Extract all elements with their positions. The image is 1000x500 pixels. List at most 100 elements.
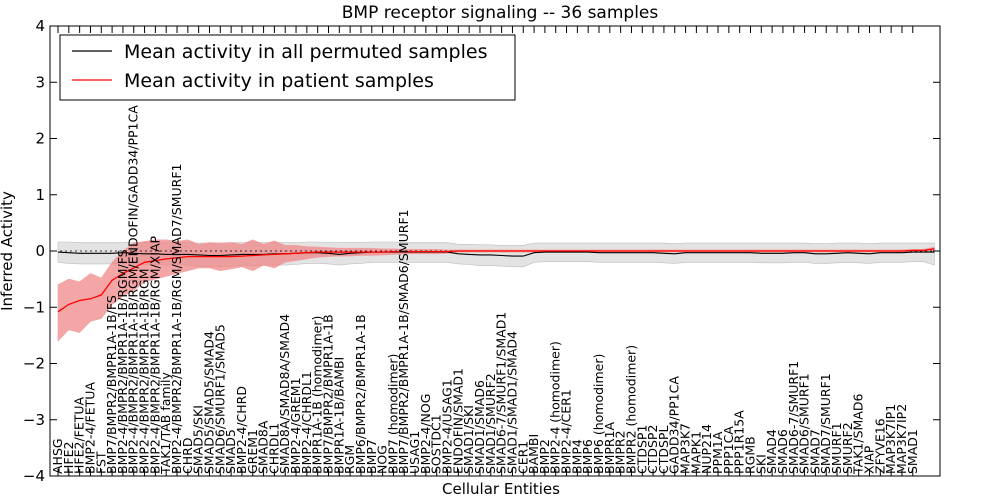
category-label: MAP3K7 bbox=[678, 423, 693, 474]
y-tick-label: 0 bbox=[35, 242, 45, 260]
category-label: BMP2-4/USAG1 bbox=[440, 379, 455, 474]
category-label: BMPR2 (homodimer) bbox=[624, 345, 639, 474]
patient-band-layer bbox=[57, 239, 935, 342]
category-label: SMAD1/SMAD6 bbox=[472, 380, 487, 474]
category-label: SMAD1 bbox=[905, 429, 920, 474]
y-tick-label: −1 bbox=[23, 298, 45, 316]
series-lines-layer bbox=[50, 248, 940, 313]
category-label: SMAD1/SKI bbox=[461, 405, 476, 474]
category-label: HFE2/FETUA bbox=[72, 396, 87, 474]
category-label: BMP2-4/CHRD bbox=[234, 386, 249, 474]
y-axis: −4 −3 −2 −1 0 1 2 3 4 bbox=[23, 17, 940, 485]
category-label: PPM1A bbox=[710, 431, 725, 474]
category-label: SMAD1/SMAD1/SMAD4 bbox=[504, 331, 519, 474]
legend-label-patient: Mean activity in patient samples bbox=[124, 70, 434, 92]
category-label: BMP7 bbox=[364, 439, 379, 474]
category-label: BMP7/BMPR2/BMPR1A-1B/SMAD6/SMURF1 bbox=[396, 209, 411, 474]
category-label: TAK1/SMAD6 bbox=[851, 394, 866, 475]
category-label: BMP2-4/BMPR2/BMPR1A-1B/RGM bbox=[137, 269, 152, 475]
category-label: RGM bbox=[342, 445, 357, 474]
category-label: BMP2-4/BMPR2/BMPR1A-1B/RGM/ENDOFIN/GADD3… bbox=[126, 105, 141, 474]
category-label: SMAD4 bbox=[764, 429, 779, 474]
category-label: SMURF2 bbox=[840, 422, 855, 474]
y-tick-label: 4 bbox=[35, 17, 45, 35]
category-label: GREM1 bbox=[245, 429, 260, 474]
category-label: SMAD5/SKI bbox=[191, 405, 206, 474]
category-label: BMP7 (homodimer) bbox=[385, 354, 400, 474]
permuted-mean-line bbox=[57, 251, 935, 257]
y-tick-label: −3 bbox=[23, 411, 45, 429]
category-label: SKI bbox=[753, 454, 768, 474]
category-label: BMPR2 bbox=[613, 430, 628, 474]
category-label: USAG1 bbox=[407, 431, 422, 474]
category-label: MAP3K7IP2 bbox=[894, 404, 909, 474]
category-label: SMAD5/SMAD5/SMAD4 bbox=[202, 331, 217, 474]
category-label: SMAD7/SMURF1 bbox=[818, 373, 833, 474]
category-label: SMAD1/SMURF2 bbox=[483, 373, 498, 474]
y-tick-label: 3 bbox=[35, 73, 45, 91]
category-label: MAP3K7IP1 bbox=[883, 404, 898, 474]
category-label: ZFYVE16 bbox=[872, 418, 887, 474]
category-label: FST bbox=[93, 451, 108, 474]
category-label: SMAD8A/SMAD8A/SMAD4 bbox=[277, 314, 292, 474]
category-label: BMP7/BMPR2/BMPR1A-1B/FS bbox=[104, 295, 119, 474]
x-axis-label: Cellular Entities bbox=[442, 480, 560, 498]
legend-box bbox=[59, 34, 516, 101]
category-label: SMAD5 bbox=[223, 429, 238, 474]
category-label: BMP2-4/BMPR2/BMPR1A-1B/RGM/SMAD7/SMURF1 bbox=[169, 164, 184, 474]
category-label: BMPR1A bbox=[602, 421, 617, 474]
category-label: BMP2-4/GREM1 bbox=[288, 377, 303, 474]
category-label: SMAD6 bbox=[775, 429, 790, 474]
category-label: CTDSP2 bbox=[645, 425, 660, 474]
category-label: BMPR1A-1B (homodimer) bbox=[310, 316, 325, 474]
category-label: XIAP bbox=[862, 445, 877, 474]
category-label: ENDOFIN/SMAD1 bbox=[450, 368, 465, 474]
legend: Mean activity in all permuted samples Me… bbox=[59, 34, 516, 101]
category-label: PPP1CA bbox=[721, 426, 736, 474]
category-label: NUP214 bbox=[699, 424, 714, 474]
y-tick-label: 2 bbox=[35, 130, 45, 148]
category-label: BMP6/BMPR2/BMPR1A-1B bbox=[353, 314, 368, 474]
category-label: SOSTDC1 bbox=[429, 414, 444, 474]
category-label: NOG bbox=[375, 445, 390, 474]
category-label: HFE2 bbox=[61, 442, 76, 474]
category-label: TAK1/TAB family bbox=[158, 371, 173, 475]
category-label: MAPK1 bbox=[688, 431, 703, 474]
category-label: BAMBI bbox=[526, 434, 541, 474]
y-tick-label: −4 bbox=[23, 467, 45, 485]
category-label: BMP2-4 (homodimer) bbox=[548, 341, 563, 474]
category-label: CHRD bbox=[180, 438, 195, 474]
category-label: BMP2-4/CER1 bbox=[559, 389, 574, 474]
category-label: CTDSPL bbox=[656, 426, 671, 474]
y-tick-label: 1 bbox=[35, 186, 45, 204]
x-axis bbox=[57, 26, 914, 476]
patient-mean-line bbox=[57, 248, 935, 313]
category-label: SMAD7 bbox=[807, 429, 822, 474]
category-label: SMAD6-7/SMURF1 bbox=[786, 361, 801, 474]
category-label: SMAD6/SMURF1/SMAD5 bbox=[212, 324, 227, 474]
category-label: SMURF1 bbox=[829, 422, 844, 474]
category-label: BMP6 (homodimer) bbox=[591, 354, 606, 474]
category-label: RGMB bbox=[743, 436, 758, 474]
patient-confidence-band bbox=[57, 239, 935, 342]
category-label: GADD34/PP1CA bbox=[667, 376, 682, 474]
category-label: BMP7/BMPR2/BMPR1A-1B bbox=[321, 314, 336, 474]
category-label: SMAD6-7/SMURF1/SMAD1 bbox=[494, 312, 509, 474]
category-label: BMP2-4/NOG bbox=[418, 394, 433, 474]
category-label: SMAD8A bbox=[256, 420, 271, 474]
category-label: AHSG bbox=[50, 438, 65, 474]
chart-title: BMP receptor signaling -- 36 samples bbox=[342, 3, 659, 23]
category-label: CHRDL1 bbox=[266, 423, 281, 474]
category-label: BMP2-4/BMPR2/BMPR1A-1B/RGM/FS bbox=[115, 249, 130, 474]
category-label: BMPR1A-1B/BAMBI bbox=[331, 357, 346, 474]
y-tick-label: −2 bbox=[23, 355, 45, 373]
category-label: CTDSP1 bbox=[634, 425, 649, 474]
category-label: BMP2-4/CHRDL1 bbox=[299, 371, 314, 474]
category-label: BMP6 bbox=[580, 439, 595, 474]
legend-label-permuted: Mean activity in all permuted samples bbox=[124, 41, 487, 63]
category-label: CER1 bbox=[515, 441, 530, 474]
category-label: PPP1R15A bbox=[732, 410, 747, 474]
category-label: BMP2-4/FETUA bbox=[83, 382, 98, 474]
category-label: BMP2-4/BMPR2/BMPR1A-1B/RGM/XIAP bbox=[147, 235, 162, 474]
